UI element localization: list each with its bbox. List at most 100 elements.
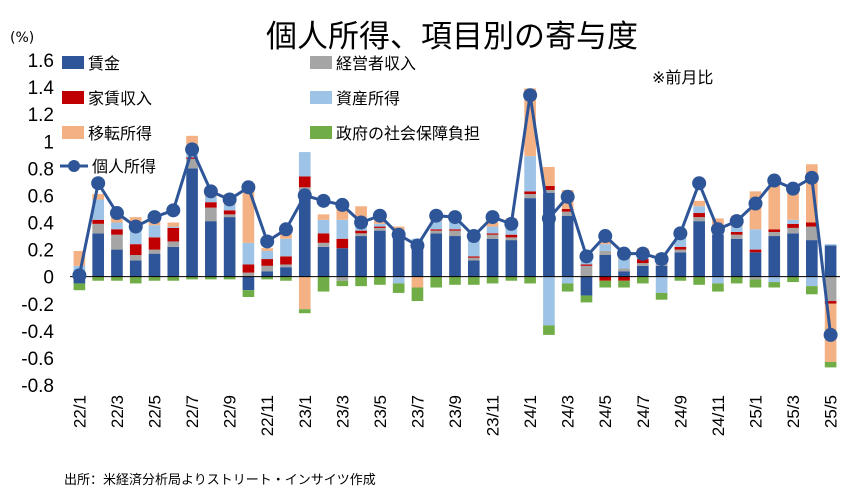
x-tick-label: 22/7 [183, 395, 202, 428]
x-tick-label: 25/1 [746, 395, 765, 428]
line-marker-personal-income [504, 216, 519, 231]
bar-segment-proprietors-income [111, 234, 123, 250]
bar-segment-social-insurance [92, 276, 104, 281]
bar-segment-rental-income [280, 256, 292, 265]
bar-segment-wages [223, 217, 236, 277]
bar-segment-transfer-income [486, 222, 499, 227]
bar-segment-wages [712, 234, 724, 277]
bar-segment-wages [129, 260, 142, 277]
bar-segment-transfer-income [242, 183, 255, 243]
legend-marker-personal-income [68, 160, 80, 172]
bar-segment-proprietors-income [261, 265, 274, 272]
bar-segment-asset-income [467, 240, 480, 257]
x-tick-label: 24/1 [521, 395, 540, 428]
x-tick-label: 22/5 [146, 395, 165, 428]
bar-segment-asset-income [336, 219, 349, 239]
line-marker-personal-income [109, 206, 124, 221]
bar-segment-social-insurance [336, 280, 349, 287]
bar-segment-social-insurance [411, 287, 424, 302]
legend-item-asset-income: 資産所得 [310, 89, 400, 108]
line-marker-personal-income [354, 215, 369, 230]
bar-segment-wages [167, 246, 180, 277]
bar-segment-rental-income [806, 222, 818, 227]
bar-segment-social-insurance [655, 292, 668, 300]
x-tick-label: 24/9 [671, 395, 690, 428]
line-marker-personal-income [485, 210, 500, 225]
line-marker-personal-income [241, 180, 256, 195]
bar-segment-proprietors-income [148, 249, 161, 254]
bar-segment-social-insurance [824, 361, 837, 368]
legend-swatch-transfer-income [62, 126, 84, 139]
bar-segment-rental-income [242, 264, 255, 273]
bar-segment-asset-income [618, 259, 630, 269]
bar-segment-rental-income [449, 229, 461, 231]
bar-segment-proprietors-income [223, 214, 236, 218]
line-marker-personal-income [222, 192, 237, 207]
bar-segment-asset-income [430, 221, 443, 230]
bar-segment-social-insurance [449, 276, 461, 285]
x-tick-label: 24/11 [709, 395, 728, 436]
x-tick-label: 23/9 [446, 395, 465, 428]
bar-segment-wages [543, 192, 555, 277]
bar-segment-social-insurance [712, 283, 724, 292]
bar-segment-proprietors-income [599, 250, 612, 255]
bar-segment-social-insurance [261, 276, 274, 280]
legend-item-transfer-income: 移転所得 [62, 124, 152, 143]
bar-segment-proprietors-income [129, 255, 142, 261]
bar-segment-rental-income [599, 276, 612, 281]
line-marker-personal-income [598, 229, 613, 244]
line-marker-personal-income [147, 210, 162, 225]
line-marker-personal-income [72, 268, 87, 283]
bar-segment-wages [242, 276, 255, 291]
bar-segment-social-insurance [392, 283, 405, 293]
bar-segment-wages [787, 233, 799, 277]
bar-segment-asset-income [148, 225, 161, 238]
line-marker-personal-income [128, 219, 143, 234]
bar-segment-social-insurance [543, 325, 555, 335]
bar-segment-social-insurance [524, 276, 536, 284]
bar-segment-wages [449, 236, 461, 277]
line-marker-personal-income [710, 222, 725, 237]
y-tick-label: 0.6 [28, 186, 54, 207]
bar-segment-proprietors-income [636, 263, 649, 266]
bar-segment-wages [561, 215, 574, 277]
bar-segment-wages [806, 240, 818, 277]
bar-segment-rental-income [129, 244, 142, 255]
bar-segment-wages [261, 271, 274, 277]
line-marker-personal-income [185, 142, 200, 157]
y-tick-label: -0.4 [21, 322, 54, 343]
legend-swatch-social-insurance [310, 126, 332, 139]
bar-segment-transfer-income [693, 200, 705, 207]
bar-segment-social-insurance [749, 279, 762, 288]
line-marker-personal-income [410, 238, 425, 253]
bar-segment-wages [336, 248, 349, 277]
bar-segment-social-insurance [317, 276, 330, 292]
bar-segment-proprietors-income [186, 158, 198, 169]
line-marker-personal-income [297, 188, 312, 203]
line-marker-personal-income [654, 252, 669, 267]
y-tick-label: 0.8 [28, 159, 54, 180]
bar-segment-social-insurance [186, 276, 198, 280]
bar-segment-rental-income [111, 229, 123, 235]
bar-segment-rental-income [730, 231, 743, 235]
bar-segment-social-insurance [111, 276, 123, 281]
bar-segment-rental-income [374, 226, 386, 228]
bar-segment-proprietors-income [730, 234, 743, 239]
bar-segment-social-insurance [205, 276, 217, 280]
line-marker-personal-income [372, 208, 387, 223]
bar-segment-asset-income [261, 250, 274, 260]
bar-segment-wages [111, 249, 123, 277]
bar-segment-transfer-income [806, 164, 818, 223]
bar-segment-rental-income [430, 229, 443, 231]
bar-segment-wages [298, 198, 311, 277]
bar-segment-transfer-income [167, 222, 180, 227]
line-marker-personal-income [335, 197, 350, 212]
y-tick-label: 1 [43, 132, 54, 153]
bar-segment-wages [749, 252, 762, 277]
line-marker-personal-income [316, 193, 331, 208]
bar-segment-rental-income [336, 238, 349, 249]
bar-segment-transfer-income [543, 166, 555, 186]
bar-segment-rental-income [580, 264, 593, 266]
bar-segment-rental-income [787, 223, 799, 228]
bar-segment-asset-income [599, 244, 612, 251]
